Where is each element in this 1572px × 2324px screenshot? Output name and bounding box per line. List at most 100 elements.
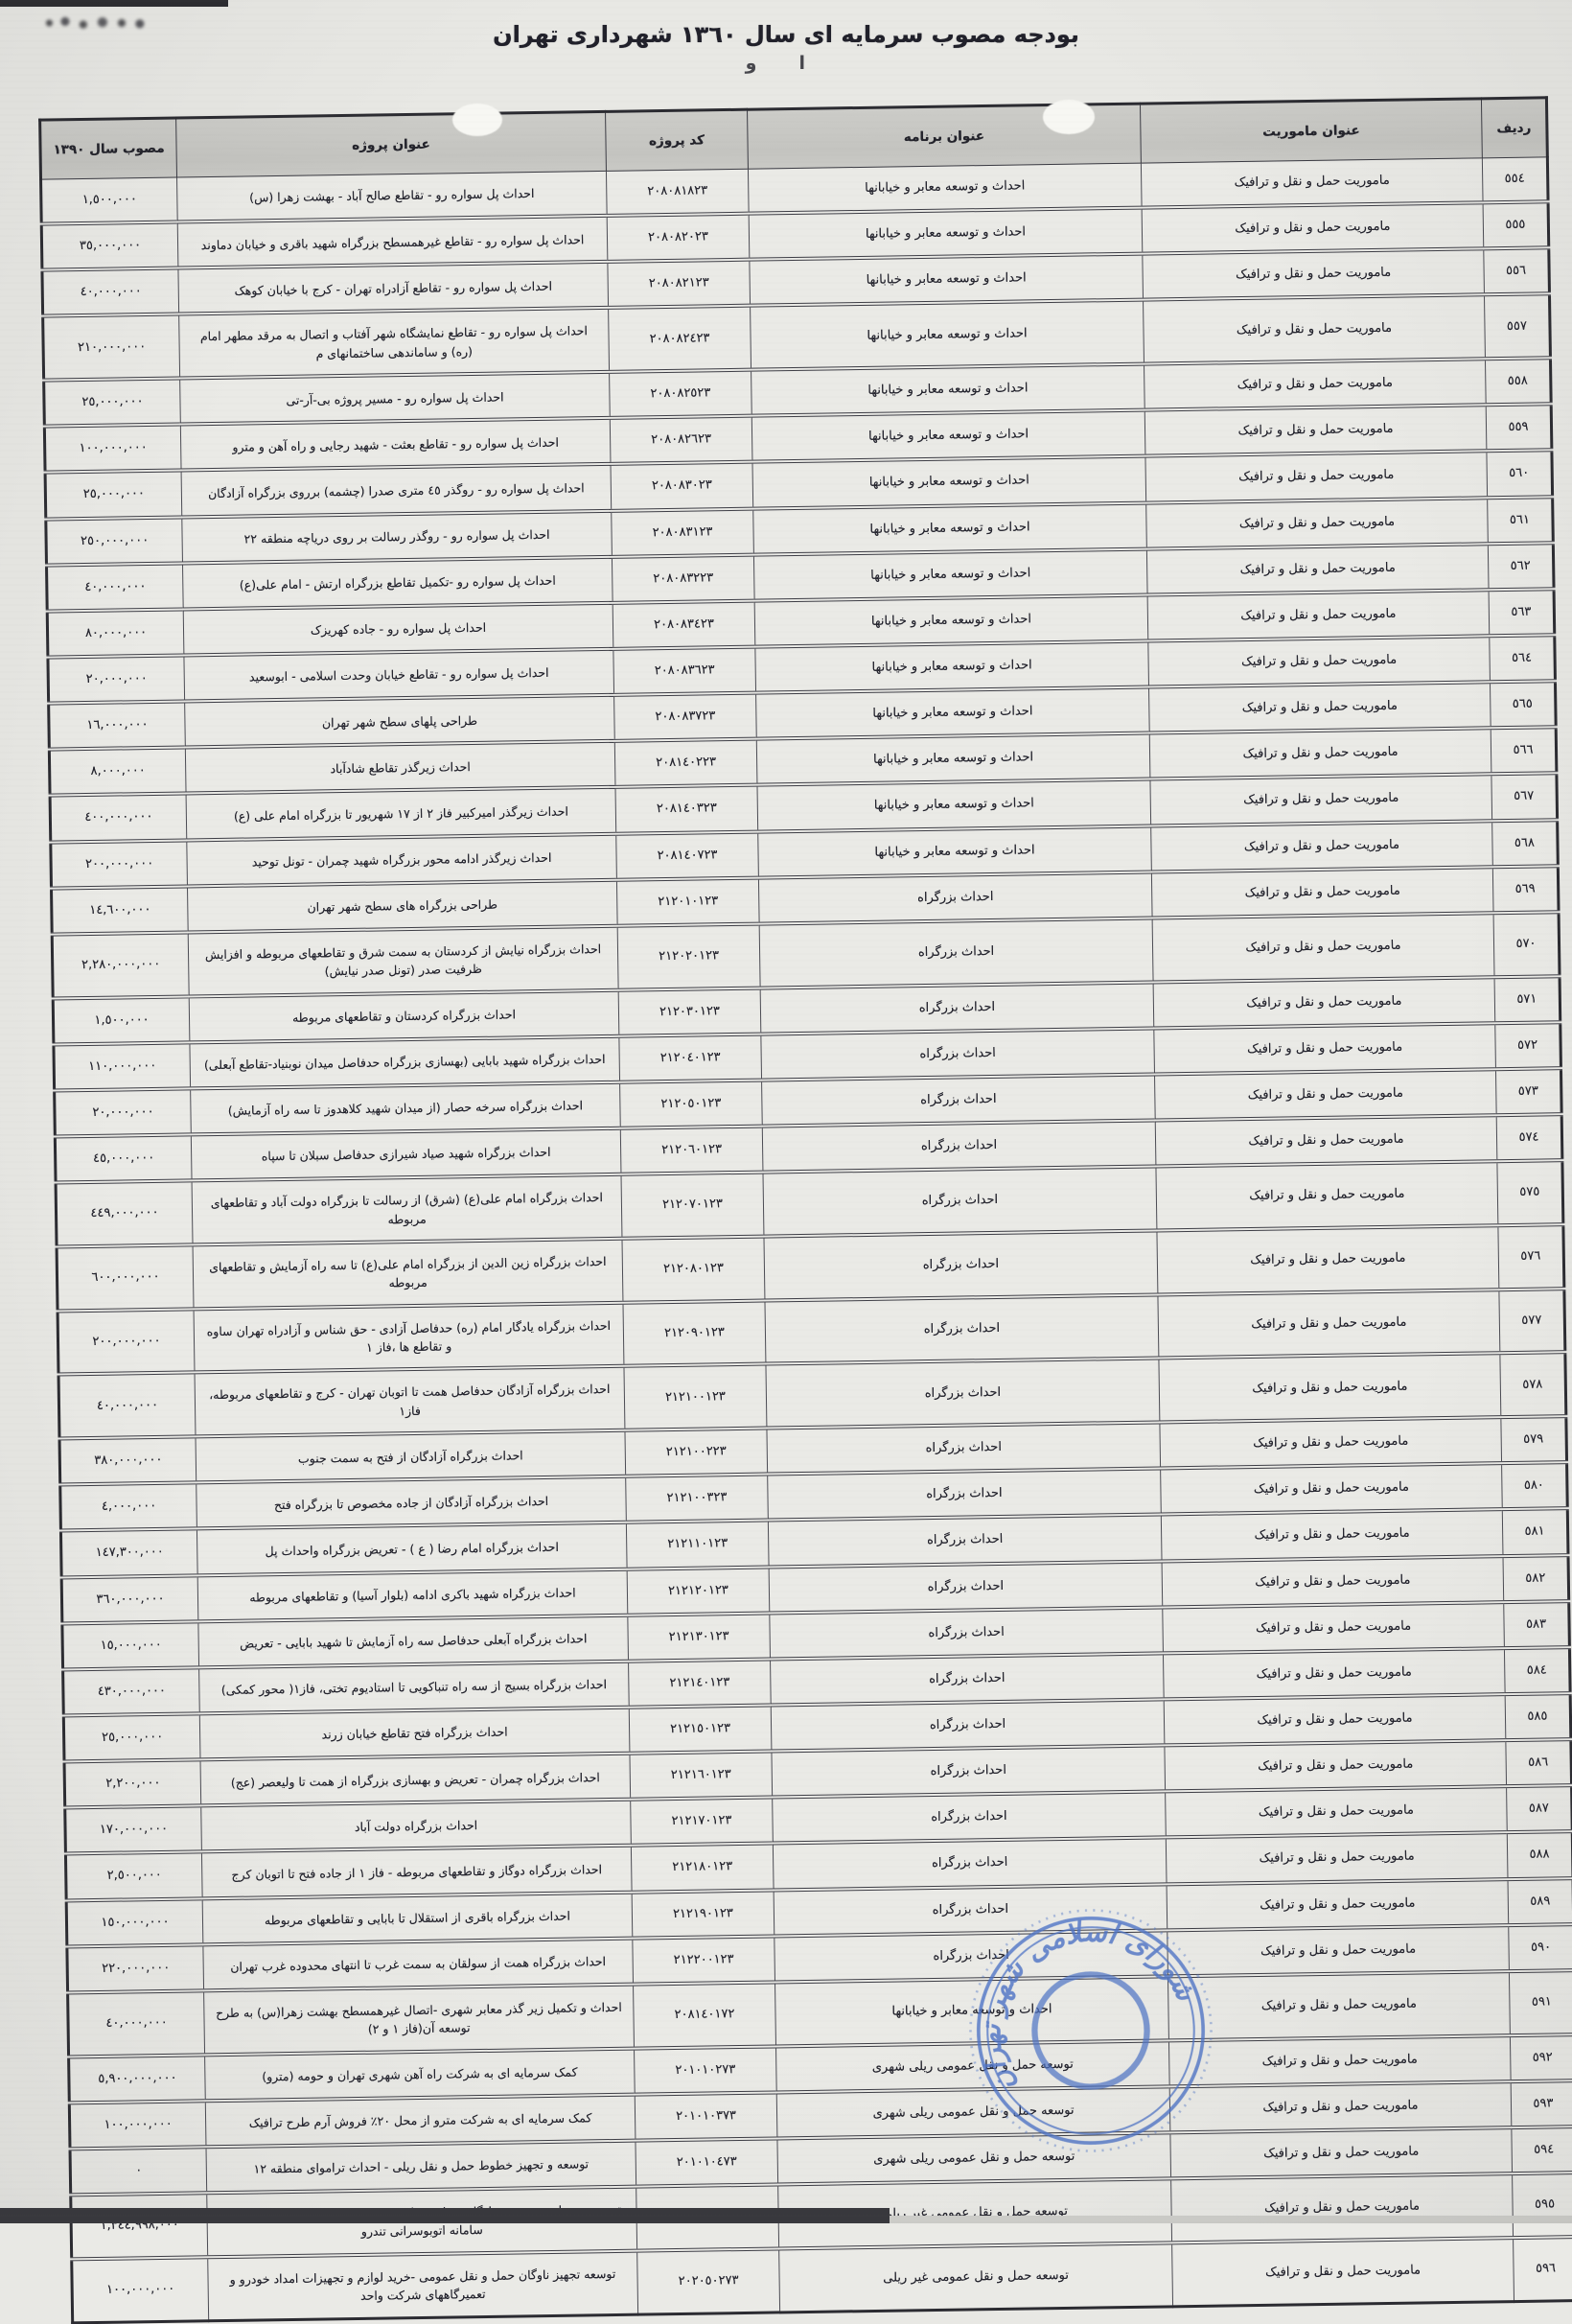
cell-project-title: احداث بزرگراه امام علی(ع) (شرق) از رسالت…	[192, 1174, 622, 1245]
cell-approved-amount: ٦٠٠,٠٠٠,٠٠٠	[57, 1244, 195, 1312]
cell-approved-amount: ٤٠,٠٠٠,٠٠٠	[41, 267, 179, 317]
cell-mission: ماموریت حمل و نقل و ترافیک	[1154, 1069, 1497, 1121]
cell-mission: ماموریت حمل و نقل و ترافیک	[1166, 1832, 1508, 1884]
cell-approved-amount: ٤٠,٠٠٠,٠٠٠	[67, 1990, 205, 2057]
cell-project-code: ٢٠٨٠٨٢٥٢٣	[609, 369, 752, 419]
cell-row-number: ٥٨١	[1502, 1508, 1568, 1556]
budget-table: ردیف عنوان ماموریت عنوان برنامه کد پروژه…	[38, 96, 1572, 2324]
cell-approved-amount: ٢,٢٨٠,٠٠٠,٠٠٠	[52, 932, 190, 999]
cell-project-code: ٢٠٨٠٨٣٧٢٣	[613, 692, 757, 742]
cell-approved-amount: ١,٣٤٤,٩٩٨,٠٠٠	[70, 2193, 208, 2260]
cell-mission: ماموریت حمل و نقل و ترافیک	[1155, 1115, 1497, 1167]
cell-row-number: ٥٨٤	[1504, 1647, 1571, 1695]
cell-project-code: ٢١٢١٨٠١٢٣	[631, 1843, 774, 1893]
cell-row-number: ٥٩١	[1509, 1969, 1572, 2035]
cell-row-number: ٥٦٤	[1489, 635, 1556, 683]
cell-approved-amount: ٢٥,٠٠٠,٠٠٠	[63, 1713, 200, 1762]
cell-row-number: ٥٨٩	[1507, 1877, 1572, 1925]
cell-mission: ماموریت حمل و نقل و ترافیک	[1162, 1601, 1505, 1654]
cell-project-code: ٢٠٨٠٨٣٤٢٣	[613, 600, 755, 649]
cell-row-number: ٥٨٧	[1506, 1785, 1572, 1833]
cell-mission: ماموریت حمل و نقل و ترافیک	[1167, 1878, 1509, 1931]
cell-row-number: ٥٥٦	[1483, 247, 1550, 295]
cell-approved-amount: ٢٢٠,٠٠٠,٠٠٠	[66, 1944, 204, 1993]
cell-row-number: ٥٥٤	[1482, 156, 1549, 203]
cell-project-title: احداث پل سواره رو - تقاطع غیرهمسطح بزرگر…	[177, 216, 608, 268]
cell-project-title: طراحی پلهای سطح شهر تهران	[184, 694, 615, 748]
cell-program: احداث و توسعه معابر و خیابانها	[756, 779, 1151, 832]
cell-program: احداث و توسعه معابر و خیابانها	[750, 300, 1144, 370]
scan-edge-bottom-light	[890, 2216, 1572, 2223]
cell-approved-amount: ٤٠٠,٠٠٠,٠٠٠	[50, 793, 187, 843]
cell-mission: ماموریت حمل و نقل و ترافیک	[1142, 202, 1484, 254]
cell-project-title: احداث بزرگراه بسیج از سه راه تنباکویی تا…	[198, 1661, 630, 1714]
cell-program: احداث بزرگراه	[758, 872, 1153, 924]
cell-approved-amount: ١٠٠,٠٠٠,٠٠٠	[71, 2257, 209, 2323]
cell-row-number: ٥٩٢	[1510, 2034, 1572, 2081]
cell-row-number: ٥٧٨	[1499, 1352, 1566, 1418]
stray-mark: و	[745, 53, 757, 74]
cell-program: احداث بزرگراه	[771, 1699, 1165, 1752]
cell-project-title: احداث بزرگراه شهید صیاد شیرازی حدفاصل سب…	[191, 1127, 621, 1181]
cell-approved-amount: ٣٥,٠٠٠,٠٠٠	[41, 221, 178, 270]
cell-mission: ماموریت حمل و نقل و ترافیک	[1170, 2173, 1514, 2243]
cell-project-title: احداث بزرگراه آزادگان از فتح به سمت جنوب	[196, 1429, 626, 1483]
cell-program: احداث بزرگراه	[765, 1358, 1160, 1429]
cell-project-title: احداث بزرگراه فتح تقاطع خیابان زرند	[199, 1707, 630, 1760]
cell-mission: ماموریت حمل و نقل و ترافیک	[1143, 294, 1486, 364]
cell-approved-amount: ٨,٠٠٠,٠٠٠	[49, 747, 187, 796]
cell-mission: ماموریت حمل و نقل و ترافیک	[1141, 157, 1484, 208]
cell-row-number: ٥٨٢	[1502, 1554, 1569, 1602]
cell-row-number: ٥٧٦	[1497, 1224, 1564, 1290]
cell-approved-amount: ٨٠,٠٠٠,٠٠٠	[47, 609, 184, 658]
cell-project-code: ٢١٢١١٠١٢٣	[626, 1520, 770, 1569]
cell-project-code: ٢٠١٠١٠٢٧٣	[634, 2046, 777, 2095]
cell-program: احداث بزرگراه	[761, 1074, 1156, 1127]
cell-project-code: ٢١٢١٥٠١٢٣	[629, 1705, 772, 1754]
cell-row-number: ٥٧٩	[1500, 1416, 1567, 1464]
cell-row-number: ٥٨٨	[1507, 1831, 1572, 1879]
cell-row-number: ٥٦٣	[1489, 589, 1555, 637]
cell-row-number: ٥٧٣	[1495, 1068, 1562, 1116]
whiteout-blob	[452, 104, 502, 136]
cell-approved-amount: ٢٠,٠٠٠,٠٠٠	[47, 655, 185, 704]
cell-project-code: ٢١٢١٩٠١٢٣	[632, 1890, 774, 1939]
cell-project-code: ٢٠٨١٤٠١٧٢	[633, 1982, 776, 2049]
cell-row-number: ٥٥٧	[1484, 293, 1551, 360]
cell-project-code: ٢٠٨٠٨٣٦٢٣	[613, 646, 756, 695]
cell-row-number: ٥٦٨	[1491, 819, 1559, 867]
cell-project-code: ٢٠٢٠٥٠٢٧٣	[636, 2248, 780, 2314]
cell-mission: ماموریت حمل و نقل و ترافیک	[1144, 405, 1487, 457]
cell-project-code: ٢١٢١٢٠١٢٣	[627, 1567, 770, 1615]
cell-row-number: ٥٦٧	[1491, 773, 1558, 821]
cell-project-code: ٢٠٨٠٨٢٦٢٣	[610, 415, 752, 465]
cell-mission: ماموریت حمل و نقل و ترافیک	[1167, 1924, 1510, 1977]
cell-project-code: ٢١٢٠٧٠١٢٣	[620, 1172, 764, 1239]
cell-project-code: ٢١٢١٦٠١٢٣	[629, 1751, 773, 1800]
cell-row-number: ٥٧٤	[1496, 1114, 1562, 1162]
cell-project-code: ٢٠٨٠٨٢١٢٣	[607, 259, 751, 309]
cell-project-title: احداث بزرگراه امام رضا ( ع ) - تعریض بزر…	[196, 1522, 628, 1575]
cell-approved-amount: ٢٠٠,٠٠٠,٠٠٠	[50, 840, 188, 889]
cell-approved-amount: ١٠٠,٠٠٠,٠٠٠	[44, 424, 182, 474]
cell-approved-amount: ٢٠,٠٠٠,٠٠٠	[54, 1088, 192, 1137]
cell-row-number: ٥٨٠	[1501, 1462, 1568, 1510]
cell-approved-amount: ١٦,٠٠٠,٠٠٠	[48, 701, 186, 750]
cell-approved-amount: ٢٥,٠٠٠,٠٠٠	[43, 378, 181, 427]
cell-approved-amount: ٢١٠,٠٠٠,٠٠٠	[42, 314, 180, 381]
header-row-number: ردیف	[1481, 97, 1548, 158]
cell-project-code: ٢١٢١٠٠١٢٣	[623, 1363, 767, 1430]
cell-approved-amount: ٢٥٠,٠٠٠,٠٠٠	[45, 517, 183, 566]
cell-program: احداث و توسعه معابر و خیابانها	[752, 502, 1147, 555]
cell-approved-amount: ٢٥,٠٠٠,٠٠٠	[45, 470, 182, 520]
cell-project-title: احداث بزرگراه باقری از استقلال تا بابایی…	[202, 1892, 633, 1945]
cell-project-title: احداث بزرگراه زین الدین از بزرگراه امام …	[193, 1238, 623, 1310]
cell-row-number: ٥٦١	[1487, 496, 1554, 545]
cell-program: احداث بزرگراه	[762, 1120, 1156, 1173]
cell-mission: ماموریت حمل و نقل و ترافیک	[1150, 820, 1493, 872]
cell-program: احداث بزرگراه	[760, 982, 1154, 1034]
cell-project-title: طراحی بزرگراه های سطح شهر تهران	[187, 879, 618, 933]
cell-program: احداث بزرگراه	[764, 1294, 1159, 1364]
cell-project-code: ٢١٢٠٤٠١٢٣	[618, 1034, 762, 1082]
cell-approved-amount: ١,٥٠٠,٠٠٠	[53, 996, 190, 1045]
